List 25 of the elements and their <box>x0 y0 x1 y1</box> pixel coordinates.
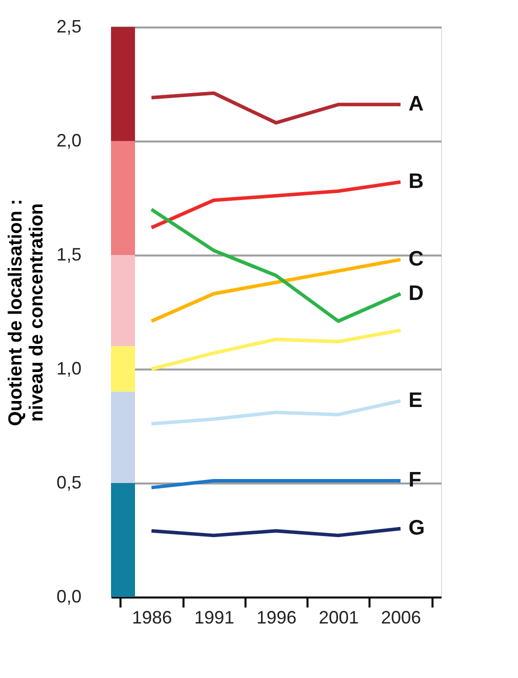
x-tick-label: 1991 <box>194 608 234 628</box>
x-tick-label: 2001 <box>318 608 359 628</box>
line-series <box>150 328 402 371</box>
y-tick-label: 2,5 <box>56 16 82 36</box>
series-label: C <box>408 248 424 271</box>
y-tick-label: 0,0 <box>56 586 82 606</box>
line-series <box>150 208 402 323</box>
line-series <box>150 180 402 230</box>
x-tick-label: 1996 <box>256 608 297 628</box>
y-tick-label: 0,5 <box>56 472 82 492</box>
y-axis-title: Quotient de localisation : niveau de concentration <box>5 199 48 426</box>
line-series <box>150 258 402 323</box>
x-tick-label: 2006 <box>381 608 422 628</box>
line-series <box>150 91 402 125</box>
series-label: D <box>408 282 424 305</box>
series-label: E <box>408 388 423 412</box>
x-tick-label: 1986 <box>132 608 172 628</box>
series-label: G <box>408 516 425 540</box>
series-label: B <box>408 170 424 194</box>
line-series <box>150 399 402 426</box>
series-label: F <box>408 468 422 492</box>
y-tick-label: 1,5 <box>56 244 82 264</box>
series-label: A <box>408 92 424 116</box>
y-tick-label: 1,0 <box>56 358 82 378</box>
y-tick-label: 2,0 <box>56 130 82 150</box>
